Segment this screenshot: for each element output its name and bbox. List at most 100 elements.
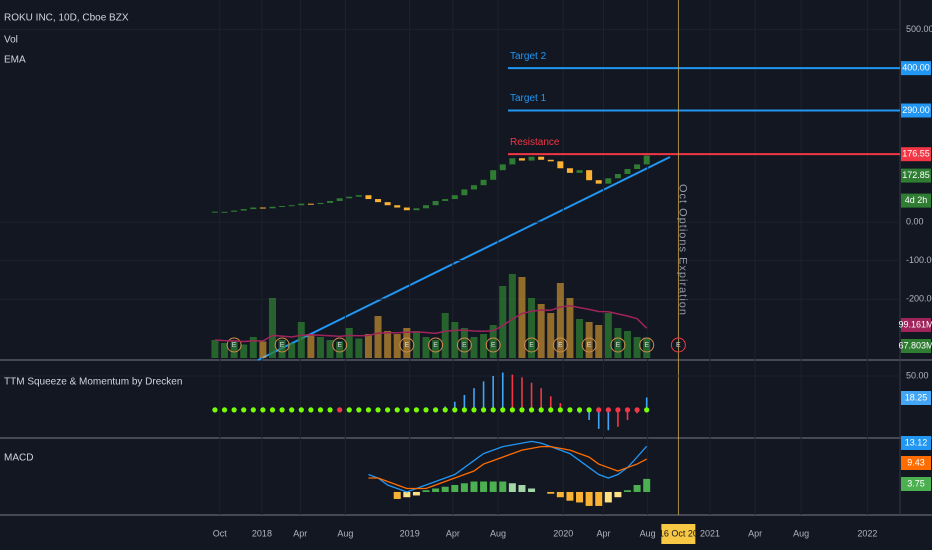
candle — [211, 211, 218, 213]
squeeze-dot — [528, 407, 535, 413]
earnings-label: E — [462, 342, 467, 349]
earnings-label: E — [529, 342, 534, 349]
earnings-label: E — [404, 342, 409, 349]
macd-title: MACD — [4, 453, 33, 464]
price-label: 3.75 — [907, 478, 925, 488]
squeeze-dot — [317, 407, 324, 413]
volume-bar — [422, 337, 430, 358]
earnings-label: E — [337, 342, 342, 349]
earnings-marker — [399, 337, 415, 353]
x-tick-label: Apr — [597, 528, 611, 538]
squeeze-dot — [394, 407, 400, 413]
squeeze-dot — [461, 407, 467, 413]
candle — [327, 200, 334, 203]
squeeze-dot — [375, 407, 381, 413]
squeeze-dot — [212, 407, 218, 413]
macd-line — [368, 445, 647, 490]
momentum-bar — [453, 401, 456, 410]
earnings-marker — [226, 337, 242, 353]
annotation: Oct Options Expiration — [676, 184, 688, 316]
x-tick-label: Oct — [213, 528, 228, 538]
y-tick-label: -200.00 — [906, 294, 932, 304]
candle — [403, 207, 410, 211]
squeeze-dot — [576, 407, 583, 413]
macd-histogram — [422, 490, 430, 492]
squeeze-dot — [221, 407, 228, 413]
x-tick-label: 2022 — [857, 528, 877, 538]
earnings-marker — [670, 337, 686, 353]
macd-histogram — [614, 491, 622, 498]
volume-bar — [345, 328, 353, 358]
volume-bar — [288, 343, 296, 358]
momentum-bar — [473, 388, 475, 410]
candle — [470, 185, 477, 190]
trend-line — [257, 156, 671, 361]
price-label-box — [901, 147, 931, 162]
earnings-marker — [274, 337, 290, 353]
volume-bar — [336, 341, 344, 358]
macd-histogram — [412, 491, 420, 496]
momentum-bar — [645, 397, 648, 410]
price-label: 67.803M — [898, 340, 932, 350]
volume-bar — [297, 322, 305, 358]
volume-bar — [470, 337, 478, 358]
price-label: 9.43 — [907, 457, 925, 467]
x-tick-label: Aug — [337, 528, 353, 538]
volume-bar — [403, 328, 411, 358]
volume-bar — [489, 325, 497, 358]
volume-bar — [624, 331, 632, 358]
momentum-bar — [482, 381, 485, 410]
earnings-marker — [332, 337, 348, 353]
squeeze-dot — [385, 407, 391, 413]
candle — [557, 161, 564, 169]
candle — [624, 169, 631, 175]
squeeze-dot — [442, 407, 448, 413]
price-label: 172.85 — [902, 170, 930, 180]
candle — [259, 207, 266, 209]
volume-bar — [537, 304, 545, 358]
macd-histogram — [643, 478, 651, 492]
candle — [461, 189, 468, 196]
ema-line — [214, 305, 648, 343]
squeeze-dot — [452, 407, 458, 413]
volume-bar — [316, 337, 324, 358]
legend-vol: Vol — [4, 35, 18, 46]
squeeze-dot — [490, 407, 496, 413]
candle — [375, 199, 382, 203]
squeeze-title: TTM Squeeze & Momentum by Drecken — [4, 377, 182, 388]
momentum-bar — [559, 403, 562, 410]
price-label-box — [901, 339, 931, 353]
volume-bar — [412, 331, 420, 358]
y-tick-label: -100.00 — [906, 255, 932, 265]
volume-bar — [480, 334, 488, 358]
candle — [298, 203, 305, 206]
y-tick-label: 500.00 — [906, 24, 932, 34]
earnings-label: E — [558, 342, 563, 349]
volume-bar — [249, 337, 257, 358]
candle — [413, 208, 420, 211]
level-label: Target 1 — [510, 93, 547, 104]
symbol-title: ROKU INC, 10D, Cboe BZX — [4, 13, 129, 24]
earnings-marker — [428, 337, 444, 353]
squeeze-dot — [615, 407, 621, 413]
candle — [384, 202, 391, 206]
macd-histogram — [595, 491, 603, 506]
macd-histogram — [480, 481, 488, 492]
earnings-label: E — [616, 342, 621, 349]
macd-histogram — [624, 490, 632, 492]
momentum-bar — [501, 372, 504, 410]
volume-bar — [451, 322, 459, 358]
macd-histogram — [556, 491, 564, 498]
y-tick-label: 50.00 — [906, 370, 929, 380]
macd-histogram — [403, 491, 411, 498]
x-tick-label: Aug — [793, 528, 809, 538]
price-label-box — [901, 477, 931, 491]
volume-bar — [547, 313, 555, 358]
macd-histogram — [470, 481, 478, 492]
volume-bar — [604, 313, 612, 358]
candle — [250, 207, 257, 210]
candle — [231, 210, 238, 212]
price-label-box — [901, 61, 931, 76]
momentum-bar — [530, 382, 533, 410]
